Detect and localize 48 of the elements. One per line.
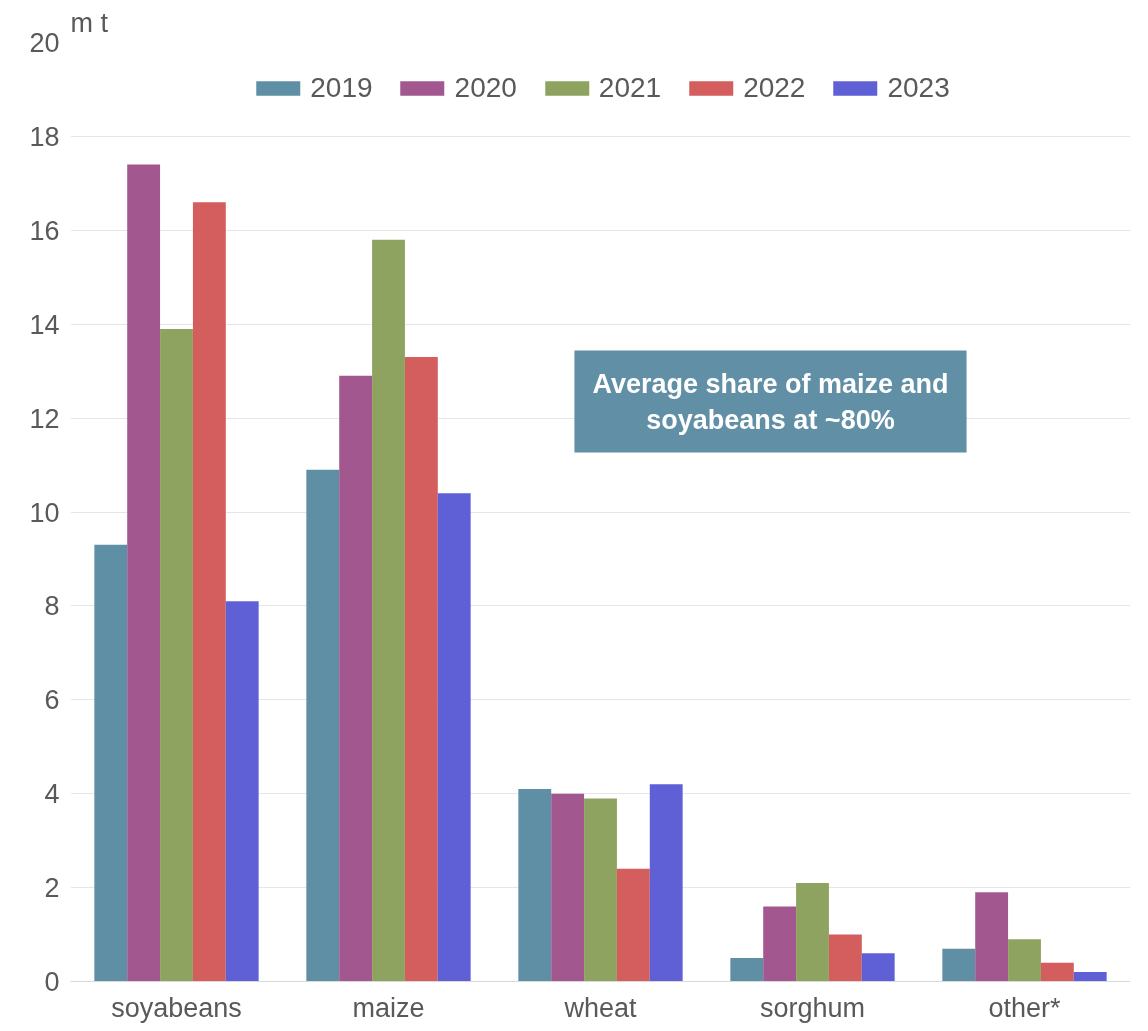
bar xyxy=(616,868,650,982)
bar xyxy=(225,601,259,982)
y-tick-label: 20 xyxy=(29,28,60,58)
bar xyxy=(861,953,895,982)
annotation: Average share of maize and soyabeans at ~80% xyxy=(592,368,949,435)
bar xyxy=(796,882,829,982)
bar xyxy=(828,934,862,982)
bar xyxy=(372,239,405,982)
y-axis-title: m t xyxy=(70,7,109,38)
bar xyxy=(192,202,226,982)
y-tick-label: 0 xyxy=(44,967,60,997)
legend-label: 2021 xyxy=(598,72,662,104)
bar xyxy=(518,789,552,982)
y-tick-label: 16 xyxy=(29,215,60,246)
y-tick-label: 4 xyxy=(44,779,60,810)
x-tick-label: sorghum xyxy=(759,992,866,1023)
legend-label: 2022 xyxy=(743,72,806,104)
y-tick-label: 6 xyxy=(44,685,60,716)
bar xyxy=(551,793,585,982)
y-tick-label: 8 xyxy=(44,591,60,622)
x-tick-label: soyabeans xyxy=(111,992,242,1023)
bar xyxy=(763,906,797,982)
legend-label: 2020 xyxy=(454,72,517,104)
bar xyxy=(649,784,683,982)
bar xyxy=(584,798,617,982)
y-tick-label: 18 xyxy=(29,121,60,152)
bar xyxy=(404,357,438,982)
bar xyxy=(975,892,1009,982)
y-tick-label: 10 xyxy=(29,497,60,528)
x-tick-label: maize xyxy=(352,992,425,1023)
bar xyxy=(437,493,471,982)
bar xyxy=(942,948,976,982)
bar xyxy=(730,958,764,982)
bar xyxy=(127,164,161,982)
bar xyxy=(306,469,340,982)
bar xyxy=(1040,962,1074,982)
bar xyxy=(1008,939,1041,982)
bar xyxy=(1073,972,1107,982)
x-tick-label: wheat xyxy=(563,992,638,1023)
bar xyxy=(160,328,193,982)
y-tick-label: 12 xyxy=(29,403,60,434)
legend-label: 2023 xyxy=(887,72,950,104)
y-tick-label: 2 xyxy=(44,873,60,904)
bar xyxy=(339,375,373,982)
legend-label: 2019 xyxy=(310,72,373,104)
bar xyxy=(94,544,128,982)
x-tick-label: other* xyxy=(988,992,1062,1023)
y-tick-label: 14 xyxy=(29,309,60,340)
